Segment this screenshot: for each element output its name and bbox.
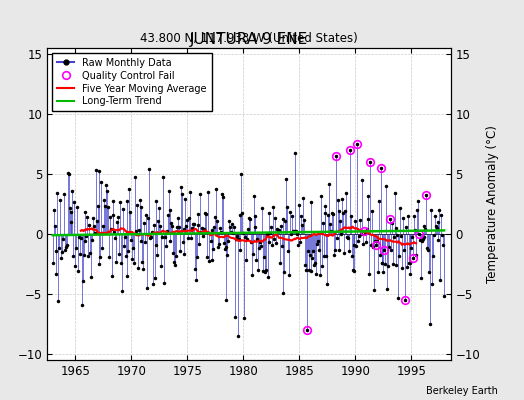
Y-axis label: Temperature Anomaly (°C): Temperature Anomaly (°C): [486, 125, 499, 283]
Title: JUNTURA 9 ENE: JUNTURA 9 ENE: [190, 32, 308, 47]
Text: Berkeley Earth: Berkeley Earth: [426, 386, 498, 396]
Text: 43.800 N, 117.933 W (United States): 43.800 N, 117.933 W (United States): [140, 32, 358, 45]
Legend: Raw Monthly Data, Quality Control Fail, Five Year Moving Average, Long-Term Tren: Raw Monthly Data, Quality Control Fail, …: [52, 53, 212, 111]
